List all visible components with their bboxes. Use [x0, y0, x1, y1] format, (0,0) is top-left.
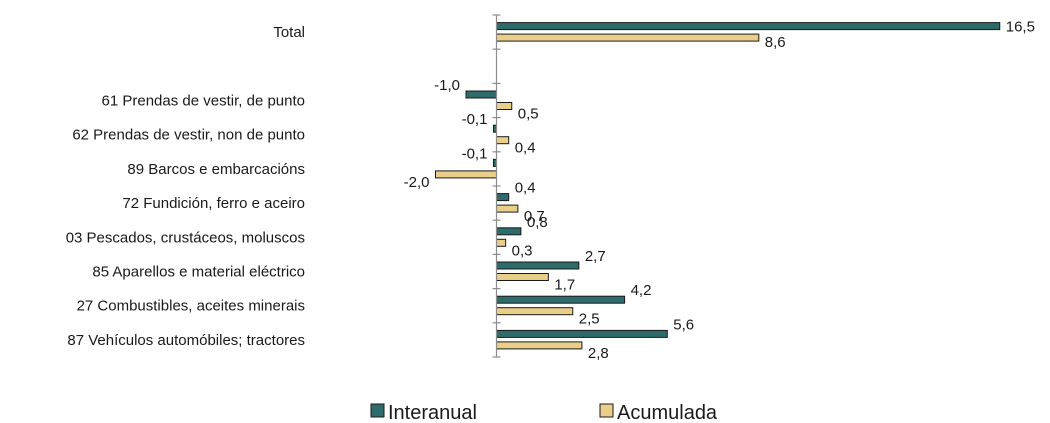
data-label: 5,6	[673, 316, 694, 333]
data-label: 8,6	[765, 34, 786, 51]
bar-interanual	[496, 193, 510, 202]
legend: Interanual Acumulada	[370, 402, 718, 423]
data-label: 0,4	[515, 140, 536, 157]
bar-acumulada	[435, 170, 497, 179]
bar-acumulada	[496, 33, 760, 42]
legend-label-acumulada: Acumulada	[617, 402, 718, 423]
data-label: 16,5	[1006, 19, 1035, 36]
bar-acumulada	[496, 102, 513, 110]
data-label: 0,3	[512, 242, 533, 259]
data-label: 2,5	[579, 311, 600, 328]
legend-label-interanual: Interanual	[388, 402, 477, 423]
bar-acumulada	[496, 136, 510, 145]
bar-interanual	[496, 261, 580, 270]
data-label: 0,7	[524, 208, 545, 225]
category-label: 72 Fundición, ferro e aceiro	[122, 195, 305, 212]
bar-acumulada	[496, 341, 583, 350]
legend-swatch-acumulada	[599, 403, 614, 418]
data-label: 1,7	[554, 277, 575, 294]
bar-acumulada	[496, 307, 574, 316]
legend-swatch-interanual	[370, 403, 385, 418]
category-label: 27 Combustibles, aceites minerais	[77, 298, 305, 315]
category-label: 89 Barcos e embarcacións	[127, 161, 305, 178]
category-label: 62 Prendas de vestir, non de punto	[72, 127, 305, 144]
data-label: 4,2	[631, 282, 652, 299]
bar-interanual	[496, 329, 668, 338]
data-label: 2,7	[585, 248, 606, 265]
data-label: -0,1	[462, 145, 488, 162]
bar-interanual	[496, 295, 626, 304]
data-label: -0,1	[462, 111, 488, 128]
bar-acumulada	[496, 204, 519, 213]
data-label: -2,0	[404, 174, 430, 191]
data-label: 2,8	[588, 345, 609, 362]
bar-interanual	[465, 90, 497, 99]
category-label: 87 Vehículos automóbiles; tractores	[67, 332, 305, 349]
category-label: 61 Prendas de vestir, de punto	[102, 93, 305, 110]
bar-interanual	[496, 22, 1001, 31]
category-label: Total	[273, 24, 305, 41]
bar-acumulada	[496, 273, 549, 281]
data-label: -1,0	[434, 77, 460, 94]
category-label: 85 Aparellos e material eléctrico	[92, 264, 305, 281]
category-axis	[492, 14, 501, 358]
category-labels: Total 61 Prendas de vestir, de punto 62 Pr…	[66, 24, 305, 349]
bar-acumulada	[496, 238, 507, 247]
data-labels: 16,5 8,6 -1,0 0,5 -0,1 0,4 -0,1 -2,0 0,4 0,70,8 0,…	[404, 19, 1035, 362]
data-label: 0,8	[527, 214, 548, 231]
data-label: 0,4	[515, 180, 536, 197]
bar-interanual	[496, 227, 522, 236]
data-label: 0,5	[518, 106, 539, 123]
category-label: 03 Pescados, crustáceos, moluscos	[66, 229, 305, 246]
